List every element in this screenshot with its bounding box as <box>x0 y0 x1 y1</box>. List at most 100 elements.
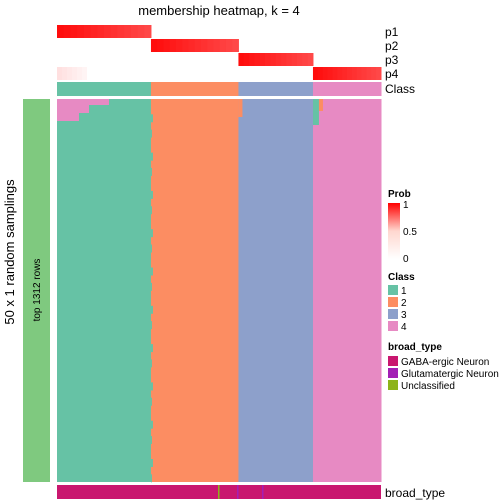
svg-text:1: 1 <box>401 286 407 297</box>
prob-legend-colorbar <box>388 203 400 259</box>
boundary-cell <box>311 144 313 153</box>
boundary-cell <box>150 420 153 429</box>
row-label-p1: p1 <box>385 25 399 39</box>
boundary-cell <box>310 428 313 437</box>
boundary-cell <box>150 459 153 467</box>
class-legend-item-4: 4 <box>388 321 407 333</box>
boundary-cell <box>311 451 313 460</box>
class-block-1 <box>57 82 152 96</box>
prob-cell <box>83 25 92 38</box>
prob-cell <box>150 39 158 52</box>
mixed-cell <box>238 99 243 117</box>
prob-cell <box>130 25 139 38</box>
prob-cell <box>163 39 171 52</box>
prob-cell <box>67 67 72 80</box>
prob-cell <box>342 67 348 80</box>
prob-cell <box>225 39 233 52</box>
prob-cell <box>243 53 250 66</box>
svg-text:GABA-ergic Neuron: GABA-ergic Neuron <box>401 357 489 368</box>
class-block-2 <box>150 82 239 96</box>
prob-cell <box>157 39 164 52</box>
prob-cell <box>270 53 277 66</box>
boundary-cell <box>310 459 313 467</box>
boundary-cell <box>310 397 313 406</box>
sampling-class-heatmap <box>57 99 382 483</box>
boundary-cell <box>310 305 313 314</box>
class-block-4 <box>312 82 382 96</box>
boundary-cell <box>150 305 153 314</box>
prob-cell <box>327 67 333 80</box>
broad-type-legend-item-unclassified: Unclassified <box>388 380 455 392</box>
prob-legend-tick-05: 0.5 <box>403 227 417 238</box>
broad-type-unclassified-segment <box>218 485 220 499</box>
prob-cell <box>219 39 227 52</box>
prob-cell <box>322 67 329 80</box>
prob-cell <box>182 39 189 52</box>
row-label-p4: p4 <box>385 67 399 81</box>
prob-cell <box>188 39 196 52</box>
probability-heatmap <box>57 25 382 80</box>
y-axis-label: 50 x 1 random samplings <box>2 179 17 325</box>
boundary-cell <box>311 206 313 215</box>
prob-cell <box>57 25 65 38</box>
class-row-label: Class <box>385 82 415 96</box>
prob-cell <box>337 67 343 80</box>
prob-cell <box>238 53 245 66</box>
mixed-cell <box>312 99 319 125</box>
prob-cell <box>144 25 152 38</box>
prob-cell <box>312 67 319 80</box>
prob-cell <box>103 25 112 38</box>
prob-cell <box>137 25 145 38</box>
prob-cell <box>302 53 309 66</box>
boundary-cell <box>150 229 153 238</box>
boundary-cell <box>310 336 313 345</box>
prob-cell <box>77 67 82 80</box>
boundary-cell <box>310 183 313 192</box>
class-legend-item-3: 3 <box>388 309 407 321</box>
prob-cell <box>351 67 358 80</box>
prob-cell <box>371 67 377 80</box>
prob-row-4-bg <box>57 67 381 80</box>
svg-text:Unclassified: Unclassified <box>401 381 455 392</box>
prob-cell <box>117 25 125 38</box>
sampling-block-class-3 <box>238 99 314 482</box>
prob-cell <box>281 53 287 66</box>
broad-type-glutamatergic-segment <box>237 485 239 499</box>
class-legend-title: Class <box>388 272 415 283</box>
broad-type-legend-title: broad_type <box>388 342 442 353</box>
mixed-cell <box>89 99 109 105</box>
prob-cell <box>213 39 221 52</box>
sampling-block-class-2 <box>150 99 239 482</box>
prob-cell <box>77 25 85 38</box>
boundary-cell <box>311 359 313 368</box>
prob-cell <box>82 67 87 80</box>
prob-legend-title: Prob <box>388 189 411 200</box>
prob-cell <box>63 25 71 38</box>
prob-cell <box>207 39 214 52</box>
boundary-cell <box>311 114 313 123</box>
prob-legend-tick-0: 0 <box>403 254 409 265</box>
prob-cell <box>346 67 353 80</box>
boundary-cell <box>311 298 313 307</box>
prob-cell <box>356 67 363 80</box>
prob-legend-tick-1: 1 <box>403 200 409 211</box>
boundary-cell <box>150 359 152 368</box>
boundary-cell <box>310 244 313 253</box>
boundary-cell <box>150 190 153 199</box>
boundary-cell <box>310 152 313 161</box>
boundary-cell <box>150 382 153 391</box>
prob-cell <box>254 53 261 66</box>
boundary-cell <box>311 267 313 276</box>
prob-cell <box>275 53 282 66</box>
boundary-cell <box>150 474 152 483</box>
prob-cell <box>124 25 132 38</box>
boundary-cell <box>150 244 152 253</box>
class-legend-item-1: 1 <box>388 285 407 297</box>
prob-cell <box>265 53 271 66</box>
boundary-cell <box>150 129 152 138</box>
boundary-cell <box>150 114 153 123</box>
prob-cell <box>296 53 303 66</box>
boundary-cell <box>150 282 152 291</box>
boundary-cell <box>311 236 313 245</box>
prob-cell <box>259 53 266 66</box>
